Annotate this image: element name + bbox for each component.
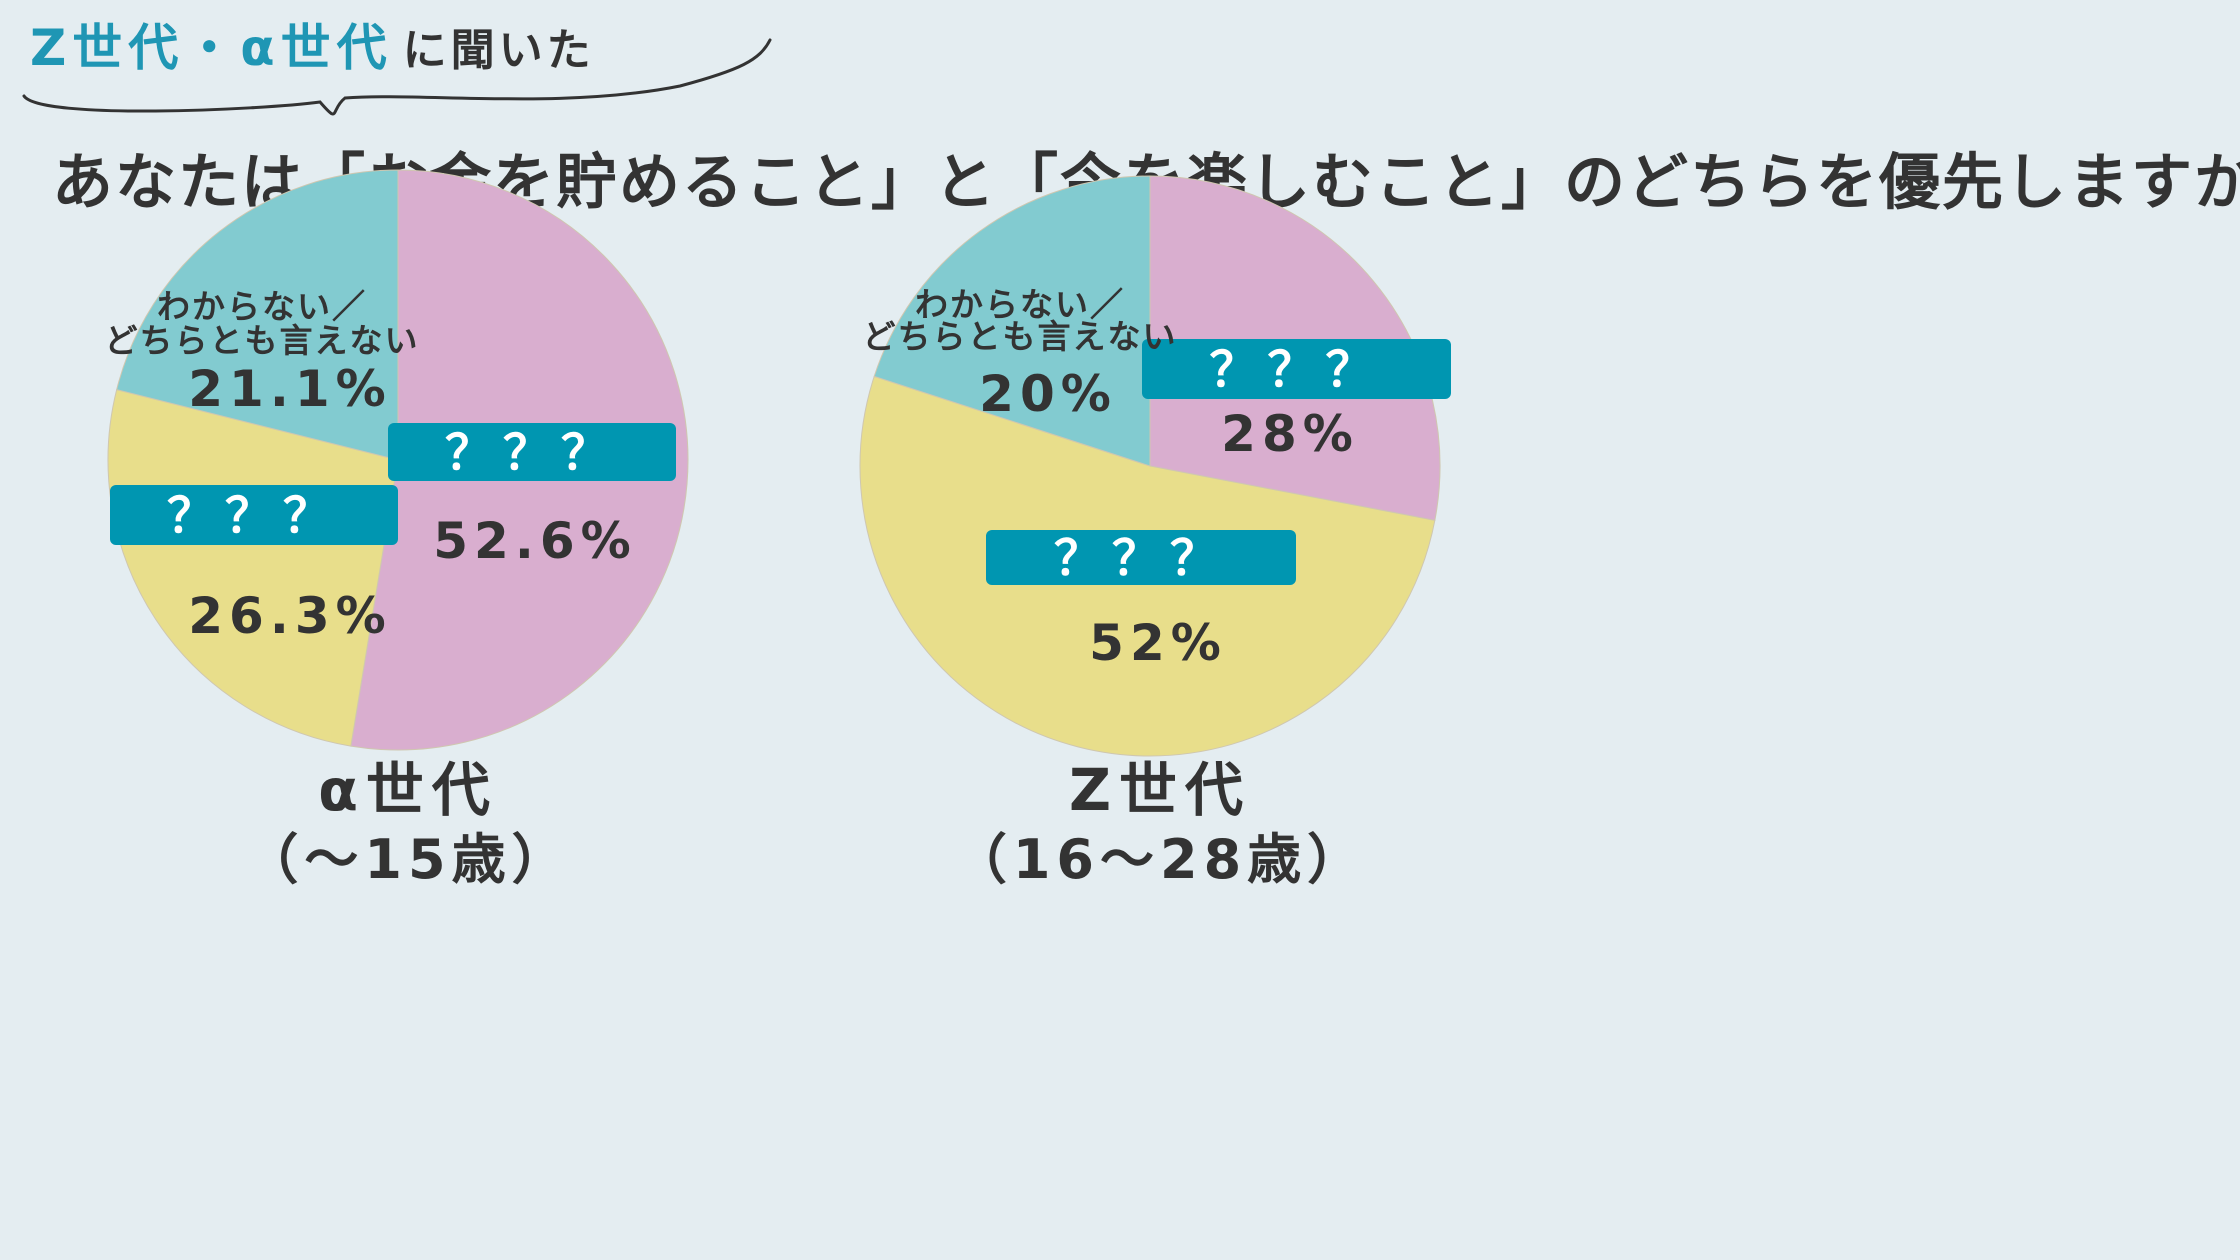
pie-slice-1-3 <box>116 169 399 461</box>
unsure-label-line-2: どちらとも言えない <box>863 317 1178 356</box>
data-label: 52.6% <box>433 512 636 570</box>
answer-label: ？？？ <box>167 488 341 544</box>
heading-underline-curve <box>22 38 772 116</box>
answer-label-box <box>110 485 398 545</box>
unsure-label-line-2: どちらとも言えない <box>105 321 420 360</box>
chart-subtitle: （～15歳） <box>244 828 571 891</box>
data-label: 20% <box>979 365 1117 423</box>
chart-title: α世代 <box>318 756 498 824</box>
data-label: 26.3% <box>188 587 391 645</box>
answer-label-box <box>986 530 1296 585</box>
answer-label-box <box>1142 339 1451 399</box>
pie-chart-1: ？？？ ？？？ <box>107 169 689 751</box>
answer-label: ？？？ <box>1209 342 1383 398</box>
data-label: 28% <box>1221 405 1359 463</box>
audience-heading: Z世代・α世代 に聞いた <box>30 8 595 80</box>
unsure-label-line-1: わからない／ <box>915 285 1125 324</box>
audience-label: Z世代・α世代 <box>30 19 393 77</box>
data-label: 52% <box>1089 614 1227 672</box>
audience-suffix: に聞いた <box>402 25 595 76</box>
answer-label-box <box>388 423 676 481</box>
chart-title: Z世代 <box>1069 756 1251 824</box>
answer-label: ？？？ <box>445 425 619 481</box>
pie-slice-2-3 <box>873 175 1151 467</box>
answer-label: ？？？ <box>1054 531 1228 587</box>
unsure-label-line-1: わからない／ <box>157 287 367 326</box>
data-label: 21.1% <box>188 360 391 418</box>
chart-subtitle: （16～28歳） <box>953 828 1367 891</box>
pie-chart-2: ？？？ ？？？ <box>859 175 1451 757</box>
pie-slice-1-2 <box>107 389 399 747</box>
